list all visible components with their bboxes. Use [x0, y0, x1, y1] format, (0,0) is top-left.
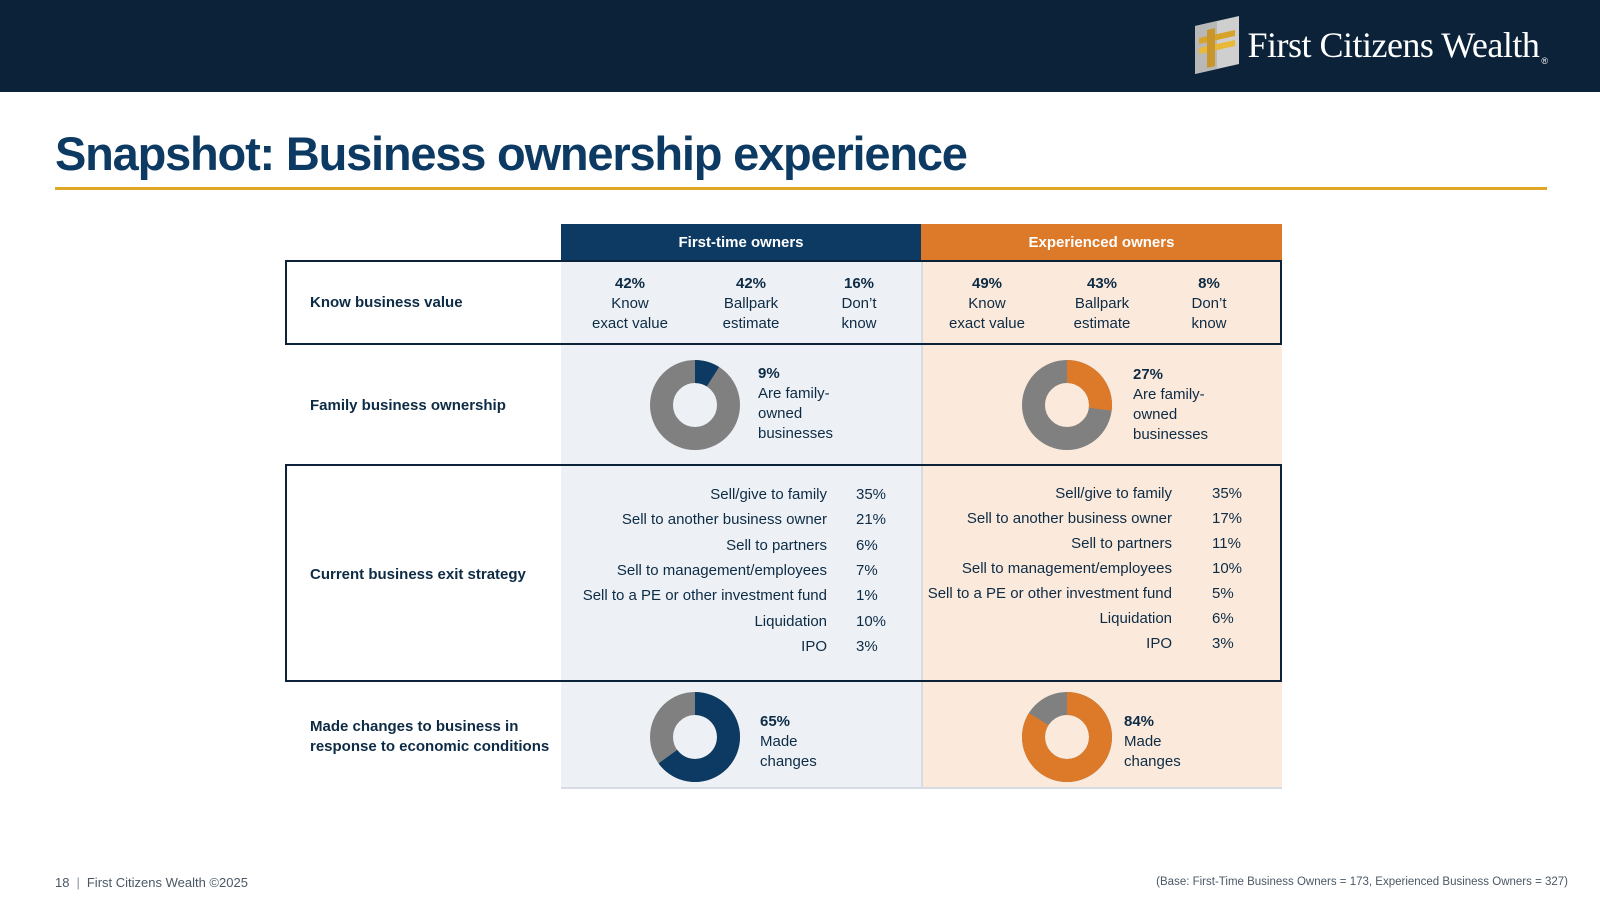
footer-left: 18 | First Citizens Wealth ©2025	[55, 875, 248, 890]
exit-strategy-row: Sell to a PE or other investment fund 5%	[921, 585, 1282, 605]
exit-strategy-row: Sell to partners 11%	[921, 535, 1282, 555]
exit-strategy-label: Liquidation	[1099, 610, 1172, 627]
exit-strategy-value: 5%	[1212, 585, 1234, 602]
exit-strategy-row: Sell to management/employees 7%	[561, 562, 921, 582]
family-experienced-caption: 27% Are family- owned businesses	[1133, 366, 1209, 443]
exp-know-exact: 49% Know exact value	[949, 275, 1025, 332]
exit-strategy-label: Sell to management/employees	[961, 560, 1172, 577]
row-label-family-ownership: Family business ownership	[310, 397, 506, 414]
column-bottom-rule	[561, 787, 1282, 789]
exit-strategy-value: 35%	[856, 486, 887, 503]
changes-experienced-donut	[1022, 692, 1112, 782]
title-divider	[55, 187, 1547, 190]
exit-strategy-value: 21%	[856, 511, 887, 529]
exp-ballpark: 43% Ballpark estimate	[1073, 275, 1131, 332]
family-first-donut	[650, 360, 740, 450]
row-divider	[561, 464, 1282, 465]
registered-mark: ®	[1541, 56, 1548, 66]
exit-strategy-label: IPO	[1146, 635, 1172, 652]
exit-strategy-label: Sell to another business owner	[966, 510, 1172, 527]
exit-strategy-row: Sell to partners 6%	[561, 537, 921, 557]
exit-strategy-value: 3%	[1212, 635, 1234, 652]
exit-strategy-label: Sell to another business owner	[621, 511, 827, 529]
donut-value-arc	[1067, 360, 1112, 411]
donut-value-arc	[658, 692, 740, 782]
exit-strategy-label: Sell to management/employees	[616, 561, 827, 579]
family-first-caption: 9% Are family- owned businesses	[758, 365, 834, 442]
exit-strategy-row: Sell/give to family 35%	[921, 485, 1282, 505]
logo-wordmark: First Citizens Wealth	[1247, 25, 1540, 65]
page-title: Snapshot: Business ownership experience	[55, 127, 968, 180]
exit-strategy-label: Sell to partners	[726, 536, 827, 554]
exit-strategy-label: Liquidation	[754, 612, 827, 630]
row-label-exit-strategy: Current business exit strategy	[310, 566, 526, 583]
row-divider	[561, 680, 1282, 682]
exit-strategy-value: 11%	[1212, 535, 1241, 552]
exit-strategy-row: Liquidation 10%	[561, 613, 921, 633]
exit-strategy-value: 6%	[856, 536, 878, 554]
first-know-exact: 42% Know exact value	[592, 275, 668, 332]
exit-strategy-value: 7%	[856, 561, 878, 579]
exit-strategy-label: IPO	[801, 637, 827, 655]
exp-dont-know: 8% Don’t know	[1191, 275, 1227, 332]
exit-strategy-row: IPO 3%	[561, 638, 921, 658]
exit-strategy-row: Sell to a PE or other investment fund 1%	[561, 587, 921, 607]
exit-strategy-row: Sell to another business owner 21%	[561, 511, 921, 531]
exit-strategy-value: 3%	[856, 637, 878, 655]
first-dont-know: 16% Don’t know	[841, 275, 877, 332]
exit-strategy-value: 17%	[1212, 510, 1243, 527]
exit-strategy-value: 1%	[856, 587, 878, 605]
changes-first-caption: 65% Made changes	[760, 713, 817, 770]
exit-strategy-label: Sell/give to family	[1055, 485, 1172, 502]
exit-strategy-row: Sell to management/employees 10%	[921, 560, 1282, 580]
exit-strategy-row: Sell/give to family 35%	[561, 486, 921, 506]
exit-strategy-label: Sell to a PE or other investment fund	[582, 587, 827, 605]
changes-first-donut	[650, 692, 740, 782]
row-label-know-value: Know business value	[310, 294, 463, 311]
donut-value-arc	[695, 360, 720, 387]
first-time-column-bg	[561, 260, 921, 789]
exit-strategy-value: 10%	[1212, 560, 1243, 577]
top-banner: First Citizens Wealth ®	[0, 0, 1600, 92]
brand-logo[interactable]: First Citizens Wealth ®	[1187, 16, 1548, 74]
exit-strategy-value: 35%	[1212, 485, 1243, 502]
exit-strategy-label: Sell to partners	[1071, 535, 1172, 552]
donut-value-arc	[1022, 692, 1112, 782]
row-label-made-changes: Made changes to business in response to …	[310, 718, 550, 755]
header-experienced-owners: Experienced owners	[921, 224, 1282, 260]
experienced-column-bg	[921, 260, 1282, 789]
exit-strategy-label: Sell to a PE or other investment fund	[927, 585, 1172, 602]
exit-strategy-value: 6%	[1212, 610, 1234, 627]
footer-separator: |	[76, 875, 80, 890]
logo-mark-icon	[1195, 16, 1240, 74]
exit-strategy-row: Liquidation 6%	[921, 610, 1282, 630]
header-first-time-owners: First-time owners	[561, 224, 921, 260]
changes-experienced-caption: 84% Made changes	[1124, 713, 1181, 770]
footer-copyright: First Citizens Wealth ©2025	[86, 875, 248, 890]
family-experienced-donut	[1022, 360, 1112, 450]
exit-strategy-label: Sell/give to family	[710, 486, 827, 503]
experienced-exit-strategy-list: Sell/give to family 35% Sell to another bu…	[921, 485, 1282, 661]
exit-strategy-row: Sell to another business owner 17%	[921, 510, 1282, 530]
exit-strategy-value: 10%	[856, 612, 887, 630]
exit-strategy-row: IPO 3%	[921, 635, 1282, 655]
page-number: 18	[55, 875, 70, 890]
footer-base-note: (Base: First-Time Business Owners = 173,…	[1156, 876, 1568, 888]
first-ballpark: 42% Ballpark estimate	[722, 275, 780, 332]
first-exit-strategy-list: Sell/give to family 35% Sell to another bu…	[561, 486, 921, 662]
